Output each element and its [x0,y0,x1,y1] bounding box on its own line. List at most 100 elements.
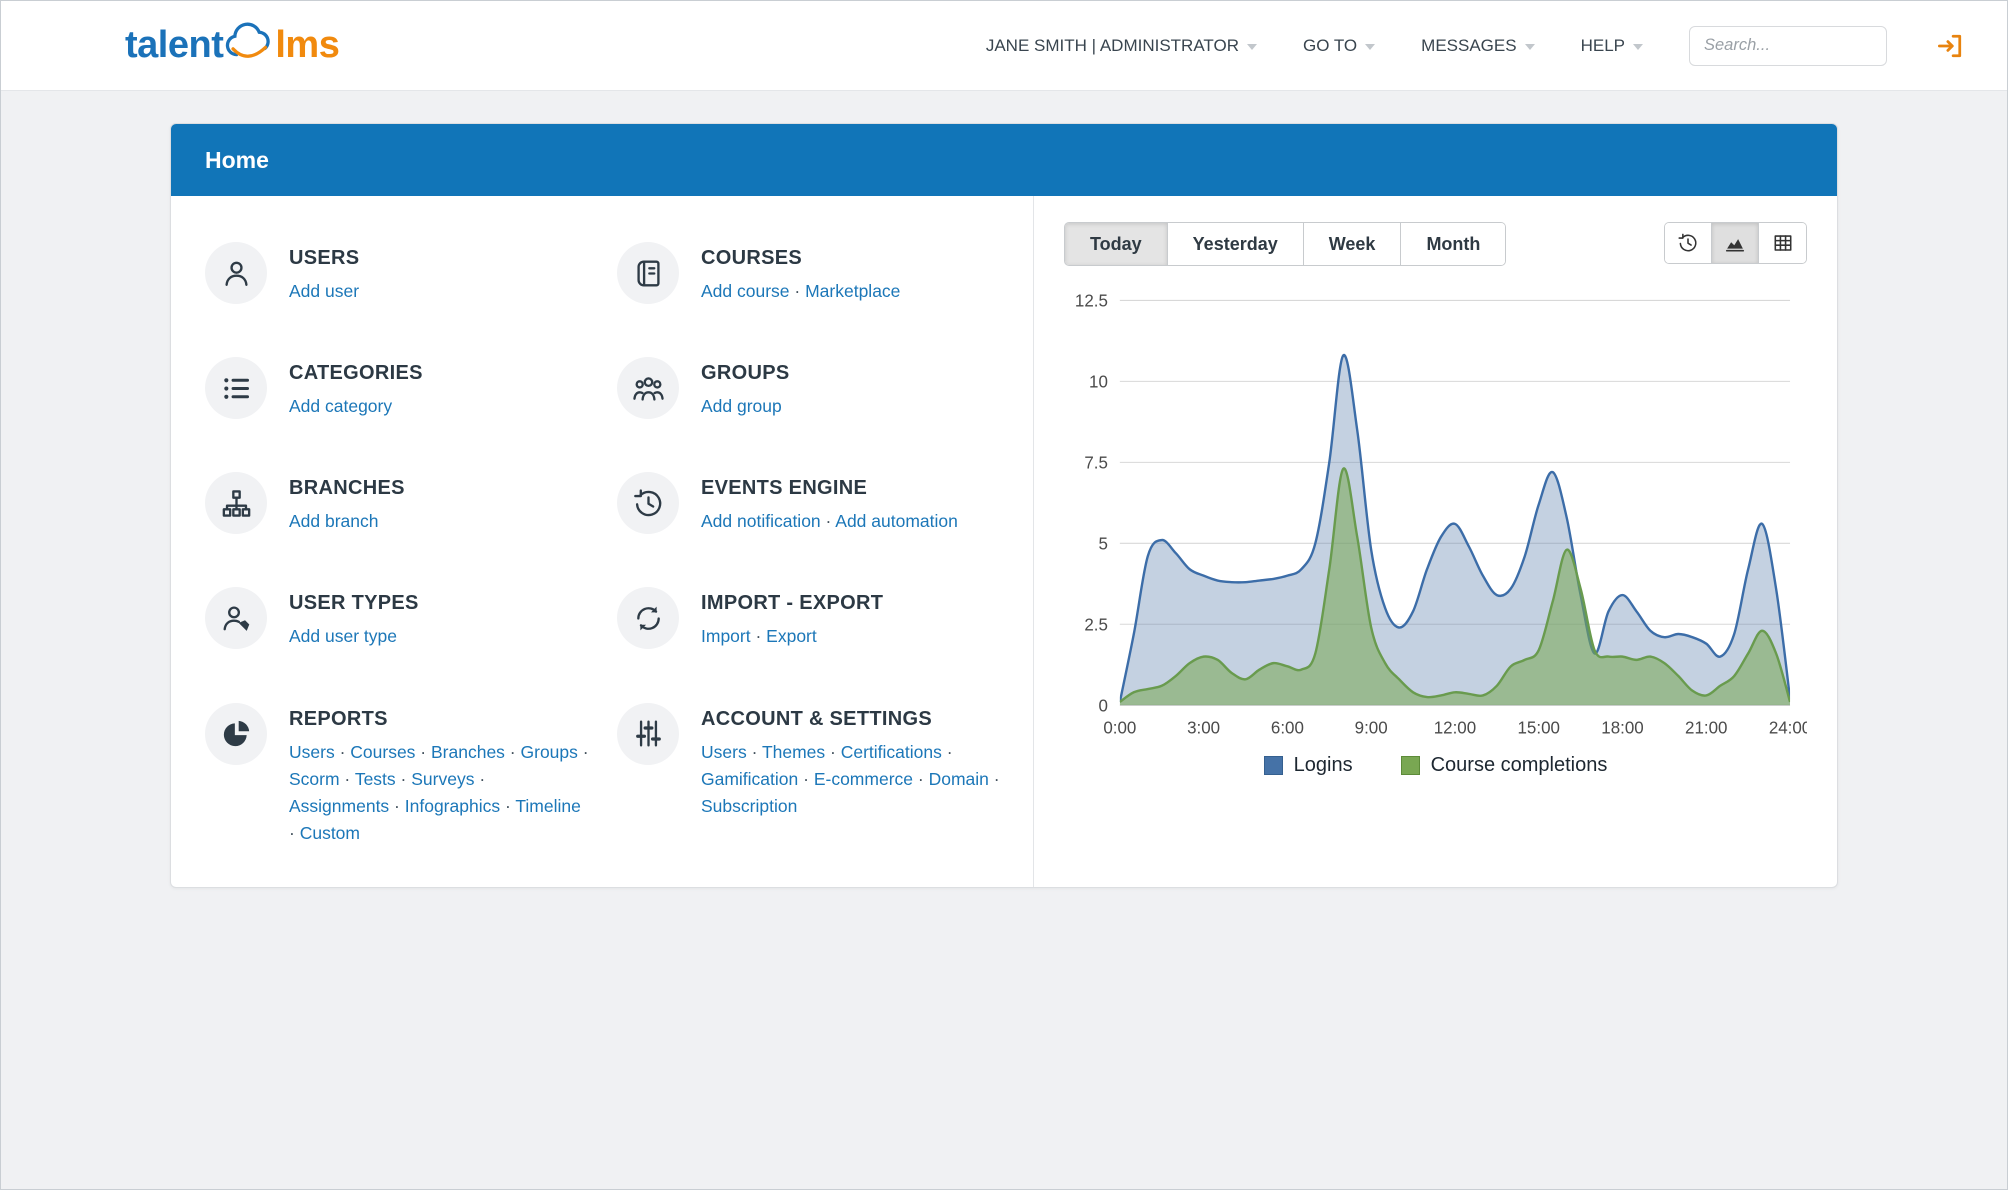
pie-icon [223,720,249,747]
menu-item-title: GROUPS [701,362,790,385]
home-card: Home USERS Add user COURSES Add course · Ma… [170,123,1838,888]
menu-link-themes[interactable]: Themes [761,741,826,762]
activity-chart-panel: Today Yesterday Week Month 0 2.5 5 7.5 10 12.5 0:… [1033,196,1837,887]
series-area-1 [1119,468,1791,706]
area-chart-view-button[interactable] [1712,223,1759,263]
logo-talent-text: talent [125,24,224,66]
user-tag-icon [205,587,267,650]
link-separator: · [577,741,589,762]
menu-link-custom[interactable]: Custom [299,822,360,843]
chart-controls: Today Yesterday Week Month [1064,222,1807,266]
sync-icon [636,606,660,631]
history-icon [617,472,679,535]
menu-link-timeline[interactable]: Timeline [515,795,581,816]
chevron-down-icon [1633,43,1643,50]
menu-link-branches[interactable]: Branches [431,741,505,762]
area-chart-icon [1725,239,1745,252]
menu-item-links: Add category [289,393,423,420]
menu-link-assignments[interactable]: Assignments [289,795,390,816]
menu-link-tests[interactable]: Tests [354,768,396,789]
menu-link-add-notification[interactable]: Add notification [701,511,821,532]
chart-view-buttons [1664,222,1807,264]
menu-link-infographics[interactable]: Infographics [404,795,501,816]
menu-link-users[interactable]: Users [289,741,335,762]
menu-item-title: USERS [289,247,360,269]
menu-link-add-automation[interactable]: Add automation [835,511,958,532]
link-separator: · [395,768,412,789]
history-view-button[interactable] [1665,223,1712,263]
menu-link-certifications[interactable]: Certifications [840,741,942,762]
menu-item-title: BRANCHES [289,477,405,500]
menu-link-marketplace[interactable]: Marketplace [805,281,901,301]
card-title-bar: Home [171,124,1837,196]
sitemap-icon [205,472,267,535]
menu-link-e-commerce[interactable]: E-commerce [813,768,914,789]
tab-today[interactable]: Today [1065,223,1168,265]
link-separator: · [334,741,351,762]
nav-goto[interactable]: GO TO [1302,35,1376,56]
table-view-button[interactable] [1759,223,1806,263]
menu-link-scorm[interactable]: Scorm [289,768,340,789]
search-input[interactable] [1689,25,1887,66]
link-separator: · [825,741,841,762]
link-separator: · [820,511,836,532]
legend-swatch [1400,756,1420,775]
series-line-1 [1119,467,1791,703]
menu-item-events-engine: EVENTS ENGINE Add notification · Add auto… [617,472,1017,535]
menu-link-domain[interactable]: Domain [928,768,989,789]
tab-yesterday[interactable]: Yesterday [1167,223,1304,265]
app-logo[interactable]: talent lms [125,22,340,70]
group-icon [632,376,664,401]
menu-link-courses[interactable]: Courses [350,741,416,762]
menu-link-import[interactable]: Import [701,626,751,647]
menu-link-surveys[interactable]: Surveys [411,768,475,789]
menu-link-export[interactable]: Export [766,626,817,647]
menu-item-links: Add group [701,393,789,420]
menu-item-title: REPORTS [289,707,388,730]
menu-item-title: ACCOUNT & SETTINGS [701,707,932,730]
history-icon [633,489,661,516]
menu-link-gamification[interactable]: Gamification [701,768,799,789]
menu-item-title: IMPORT - EXPORT [701,592,884,615]
nav-help[interactable]: HELP [1581,36,1643,56]
group-icon [617,357,679,420]
x-axis-tick: 12:00 [1434,719,1476,738]
nav-messages[interactable]: MESSAGES [1421,36,1535,56]
link-separator: · [474,768,486,789]
menu-item-title: USER TYPES [289,592,419,615]
menu-link-add-user-type[interactable]: Add user type [289,626,397,647]
link-separator: · [500,795,516,816]
menu-link-add-course[interactable]: Add course [701,281,790,301]
menu-item-groups: GROUPS Add group [617,357,1017,420]
tab-week[interactable]: Week [1303,223,1402,265]
menu-link-add-branch[interactable]: Add branch [289,511,379,532]
menu-item-links: Users · Themes · Certifications · Gamifi… [701,739,1001,820]
menu-link-groups[interactable]: Groups [520,741,578,762]
menu-item-categories: CATEGORIES Add category [205,357,605,420]
menu-link-subscription[interactable]: Subscription [701,795,798,816]
y-axis-tick: 10 [1089,372,1108,391]
menu-item-reports: REPORTS Users · Courses · Branches · Grou… [205,702,605,848]
table-icon [1774,235,1791,251]
tab-month[interactable]: Month [1401,223,1506,265]
menu-link-add-user[interactable]: Add user [289,281,360,301]
menu-link-add-group[interactable]: Add group [701,396,782,417]
menu-item-links: Add user type [289,623,419,650]
time-range-tabs: Today Yesterday Week Month [1064,222,1507,266]
link-separator: · [941,741,953,762]
chevron-down-icon [1246,43,1257,50]
nav-user-menu[interactable]: JANE SMITH | ADMINISTRATOR [986,36,1257,56]
menu-link-add-category[interactable]: Add category [289,396,393,417]
sign-out-button[interactable] [1933,29,1967,63]
link-separator: · [750,626,767,647]
menu-item-links: Import · Export [701,623,883,650]
menu-item-import-export: IMPORT - EXPORT Import · Export [617,587,1017,650]
chevron-down-icon [1365,43,1376,50]
nav-item-label: GO TO [1302,35,1358,55]
menu-item-courses: COURSES Add course · Marketplace [617,242,1017,305]
user-icon [224,261,248,286]
sliders-icon [635,720,661,747]
menu-link-users[interactable]: Users [701,741,747,762]
x-axis-tick: 0:00 [1103,719,1136,738]
link-separator: · [339,768,355,789]
